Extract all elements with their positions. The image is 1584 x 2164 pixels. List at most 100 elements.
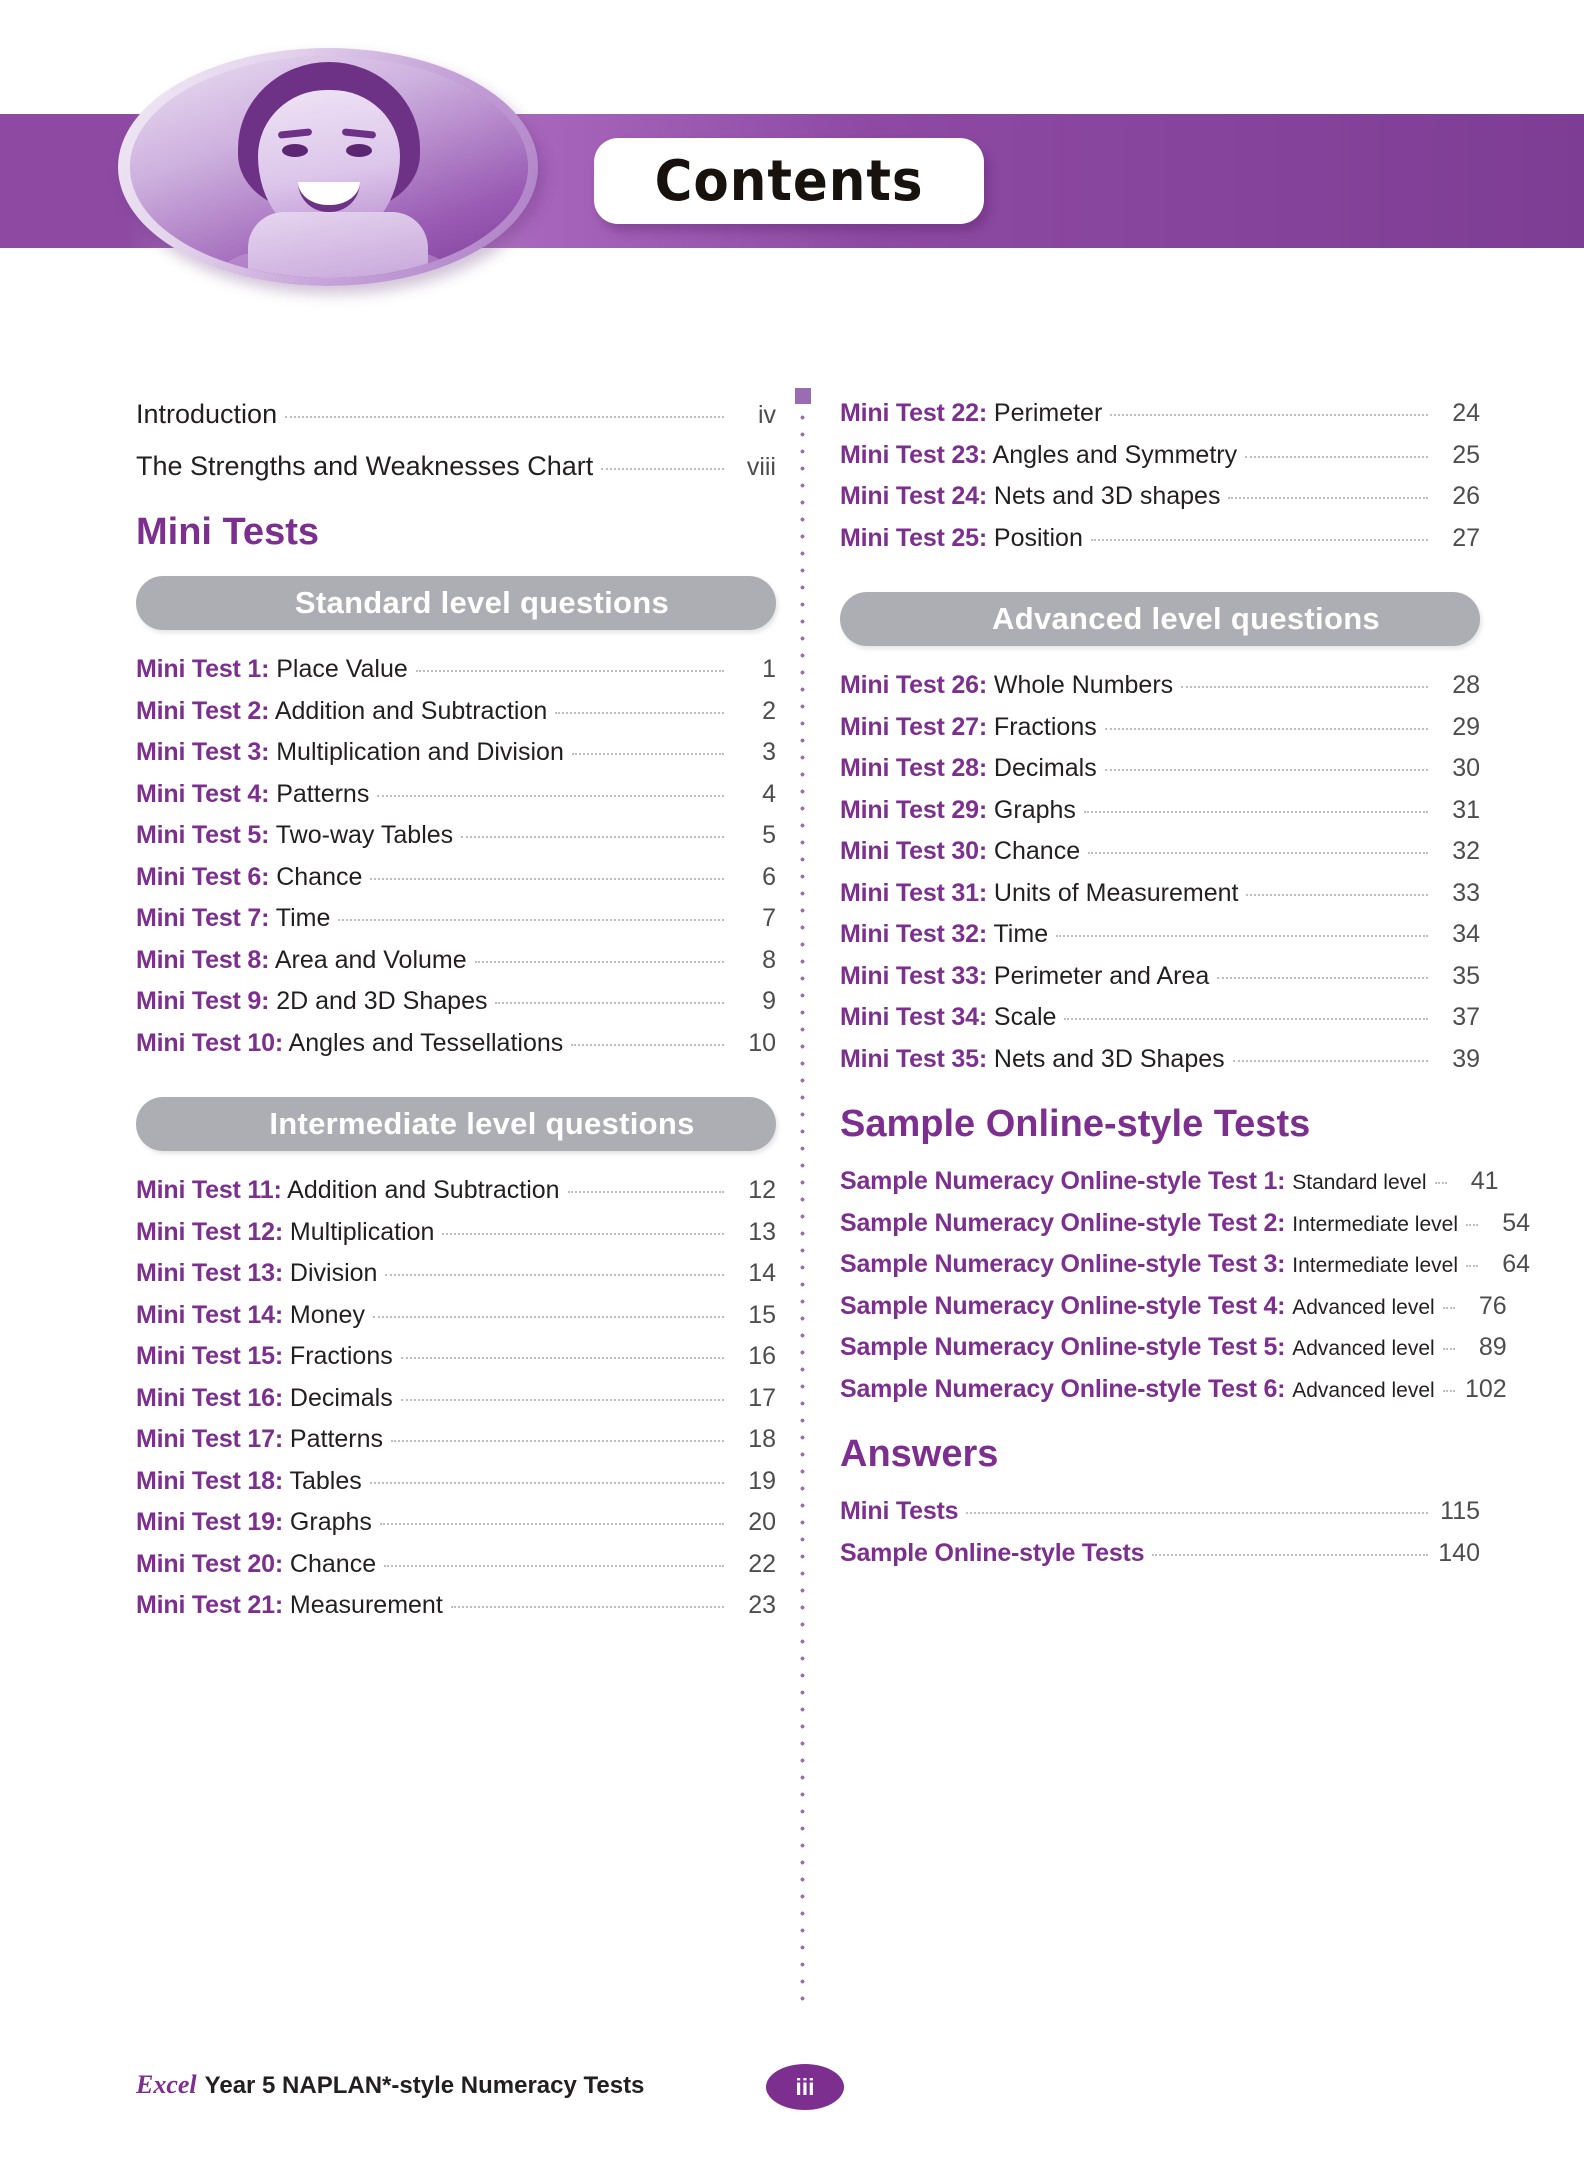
toc-label: Sample Numeracy Online-style Test 6: Adv… xyxy=(840,1375,1435,1404)
toc-row[interactable]: Mini Test 4: Patterns 4 xyxy=(136,779,776,809)
toc-row[interactable]: Sample Numeracy Online-style Test 4: Adv… xyxy=(840,1292,1507,1321)
toc-row[interactable]: Mini Test 13: Division 14 xyxy=(136,1260,776,1288)
toc-test-number: Mini Test 17: xyxy=(136,1425,283,1454)
section-heading-mini-tests: Mini Tests xyxy=(136,511,319,554)
toc-label: Mini Test 32: Time xyxy=(840,920,1049,949)
toc-row[interactable]: Mini Test 24: Nets and 3D shapes 26 xyxy=(840,482,1480,511)
toc-row[interactable]: Mini Test 29: Graphs 31 xyxy=(840,795,1480,825)
toc-row[interactable]: Mini Tests 115 xyxy=(840,1497,1480,1526)
toc-test-number: Mini Test 27: xyxy=(840,712,987,741)
toc-label: The Strengths and Weaknesses Chart xyxy=(136,450,594,481)
toc-label: Mini Test 22: Perimeter xyxy=(840,399,1102,428)
page-title-plate: Contents xyxy=(594,138,984,224)
page-number: 35 xyxy=(1452,961,1480,990)
toc-label: Sample Numeracy Online-style Test 4: Adv… xyxy=(840,1292,1435,1321)
toc-row[interactable]: The Strengths and Weaknesses Chart viii xyxy=(136,450,776,482)
toc-label: Mini Test 25: Position xyxy=(840,523,1083,553)
toc-row[interactable]: Sample Online-style Tests 140 xyxy=(840,1539,1480,1568)
toc-test-number: Mini Test 6: xyxy=(136,862,270,891)
toc-row[interactable]: Mini Test 11: Addition and Subtraction 1… xyxy=(136,1177,776,1205)
toc-row[interactable]: Mini Test 27: Fractions 29 xyxy=(840,712,1480,742)
toc-test-title: Multiplication and Division xyxy=(276,738,564,767)
toc-row[interactable]: Mini Test 31: Units of Measurement 33 xyxy=(840,879,1480,908)
toc-test-title: Patterns xyxy=(276,779,370,808)
toc-label: Introduction xyxy=(136,399,278,429)
toc-label: Mini Test 28: Decimals xyxy=(840,754,1097,783)
toc-row[interactable]: Mini Test 18: Tables 19 xyxy=(136,1466,776,1496)
toc-test-number: Mini Test 29: xyxy=(840,795,987,824)
toc-row[interactable]: Mini Test 6: Chance 6 xyxy=(136,862,776,892)
dot-leader xyxy=(285,416,724,418)
page-number: 13 xyxy=(748,1217,776,1246)
toc-test-number: Mini Test 4: xyxy=(136,779,270,808)
toc-row[interactable]: Sample Numeracy Online-style Test 2: Int… xyxy=(840,1208,1530,1238)
toc-row[interactable]: Mini Test 10: Angles and Tessellations 1… xyxy=(136,1029,776,1058)
toc-row[interactable]: Mini Test 30: Chance 32 xyxy=(840,837,1480,866)
toc-row[interactable]: Sample Numeracy Online-style Test 3: Int… xyxy=(840,1250,1530,1279)
toc-row[interactable]: Mini Test 28: Decimals 30 xyxy=(840,754,1480,783)
page-number: 18 xyxy=(748,1425,776,1454)
toc-test-number: Mini Test 12: xyxy=(136,1217,283,1246)
footer-book-title: Year 5 NAPLAN*-style Numeracy Tests xyxy=(204,2072,645,2099)
toc-test-number: Mini Test 7: xyxy=(136,904,270,933)
toc-test-number: Mini Test 25: xyxy=(840,523,987,552)
toc-test-number: Mini Test 26: xyxy=(840,671,987,699)
toc-row[interactable]: Mini Test 15: Fractions 16 xyxy=(136,1343,776,1371)
toc-label: Sample Numeracy Online-style Test 3: Int… xyxy=(840,1250,1458,1279)
toc-row[interactable]: Mini Test 12: Multiplication 13 xyxy=(136,1217,776,1247)
dot-leader xyxy=(385,1274,724,1277)
page-number: 26 xyxy=(1452,482,1480,510)
footer-book-line: Excel Year 5 NAPLAN*-style Numeracy Tests xyxy=(136,2070,644,2100)
toc-label: Mini Test 15: Fractions xyxy=(136,1343,393,1371)
toc-row[interactable]: Mini Test 19: Graphs 20 xyxy=(136,1509,776,1537)
toc-row[interactable]: Sample Numeracy Online-style Test 6: Adv… xyxy=(840,1375,1507,1404)
header-band-edge xyxy=(0,248,1584,252)
student-photo-image xyxy=(130,56,528,278)
toc-test-title: Time xyxy=(993,920,1049,948)
toc-test-title: Intermediate level xyxy=(1292,1212,1458,1236)
toc-row[interactable]: Mini Test 2: Addition and Subtraction 2 xyxy=(136,696,776,726)
toc-test-number: Mini Test 3: xyxy=(136,738,270,767)
dot-leader xyxy=(1110,414,1428,416)
page-number: 76 xyxy=(1478,1291,1507,1320)
toc-row[interactable]: Mini Test 34: Scale 37 xyxy=(840,1003,1480,1032)
dot-leader xyxy=(461,836,724,839)
toc-test-number: Mini Test 19: xyxy=(136,1508,283,1537)
toc-row[interactable]: Mini Test 21: Measurement 23 xyxy=(136,1592,776,1620)
toc-test-title: Perimeter and Area xyxy=(993,961,1210,990)
toc-row[interactable]: Mini Test 23: Angles and Symmetry 25 xyxy=(840,441,1480,470)
toc-row[interactable]: Mini Test 1: Place Value 1 xyxy=(136,656,776,684)
toc-row[interactable]: Mini Test 14: Money 15 xyxy=(136,1300,776,1330)
toc-test-number: Sample Numeracy Online-style Test 2: xyxy=(840,1208,1286,1237)
toc-row[interactable]: Mini Test 22: Perimeter 24 xyxy=(840,399,1480,428)
toc-row[interactable]: Mini Test 33: Perimeter and Area 35 xyxy=(840,961,1480,991)
toc-row[interactable]: Mini Test 20: Chance 22 xyxy=(136,1550,776,1579)
toc-label: Mini Test 3: Multiplication and Division xyxy=(136,739,564,767)
toc-row[interactable]: Mini Test 32: Time 34 xyxy=(840,920,1480,949)
toc-test-title: Tables xyxy=(289,1466,362,1495)
toc-row[interactable]: Mini Test 3: Multiplication and Division… xyxy=(136,739,776,767)
dot-leader xyxy=(601,467,724,470)
page-number: 29 xyxy=(1452,712,1480,741)
toc-row[interactable]: Mini Test 5: Two-way Tables 5 xyxy=(136,822,776,850)
toc-row[interactable]: Sample Numeracy Online-style Test 5: Adv… xyxy=(840,1333,1507,1362)
toc-label: Mini Test 16: Decimals xyxy=(136,1383,393,1413)
toc-test-number: Mini Test 2: xyxy=(136,696,270,725)
toc-row[interactable]: Mini Test 9: 2D and 3D Shapes 9 xyxy=(136,988,776,1016)
toc-row[interactable]: Mini Test 8: Area and Volume 8 xyxy=(136,945,776,975)
toc-test-number: Mini Test 30: xyxy=(840,837,987,865)
toc-row[interactable]: Sample Numeracy Online-style Test 1: Sta… xyxy=(840,1167,1499,1196)
toc-row[interactable]: Introduction iv xyxy=(136,399,776,430)
toc-row[interactable]: Mini Test 7: Time 7 xyxy=(136,905,776,933)
toc-test-number: Mini Test 16: xyxy=(136,1383,283,1412)
dot-leader xyxy=(1466,1265,1478,1267)
toc-row[interactable]: Mini Test 26: Whole Numbers 28 xyxy=(840,671,1480,700)
page-number: 15 xyxy=(748,1300,776,1329)
toc-row[interactable]: Mini Test 17: Patterns 18 xyxy=(136,1426,776,1454)
toc-row[interactable]: Mini Test 35: Nets and 3D Shapes 39 xyxy=(840,1045,1480,1074)
toc-test-number: Mini Test 8: xyxy=(136,945,270,974)
toc-row[interactable]: Mini Test 25: Position 27 xyxy=(840,523,1480,553)
dot-leader xyxy=(450,1606,724,1609)
toc-row[interactable]: Mini Test 16: Decimals 17 xyxy=(136,1383,776,1413)
dot-leader xyxy=(474,960,724,963)
